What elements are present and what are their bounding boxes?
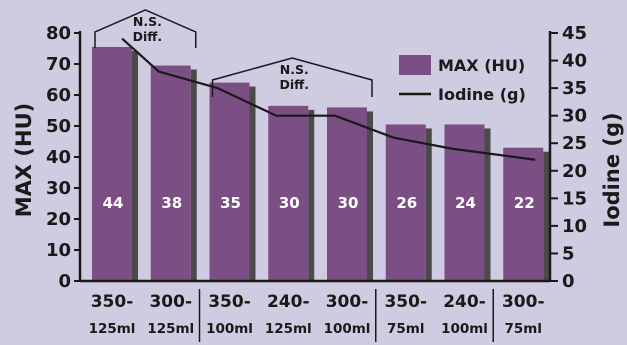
left-tick-label: 0 (58, 271, 71, 292)
x-tick-label-line2: 100ml (324, 321, 371, 337)
bar (268, 105, 309, 281)
ns-label: N.S. (280, 62, 309, 77)
x-tick-label-line1: 350- (384, 292, 427, 312)
bar-data-label: 35 (220, 194, 241, 212)
bar-data-label: 30 (338, 194, 359, 212)
ns-label: N.S. (133, 14, 162, 29)
axes: 0 10 20 30 40 50 60 70 80 0 5 10 15 20 25 30 35 40 45 MAX (… (12, 23, 624, 342)
bar (150, 65, 191, 281)
diff-label: Diff. (133, 29, 163, 44)
right-tick-label: 15 (562, 188, 587, 209)
legend-bar-swatch (399, 55, 431, 75)
ns-bracket (94, 9, 197, 48)
right-tick-label: 40 (562, 51, 587, 72)
x-tick-label-line1: 300- (502, 292, 545, 312)
bar-shadow (190, 69, 197, 281)
right-tick-label: 10 (562, 216, 587, 237)
legend-line-label: Iodine (g) (438, 85, 526, 104)
left-tick-label: 50 (46, 116, 71, 137)
right-tick-label: 20 (562, 161, 587, 182)
bar-data-label: 38 (161, 194, 182, 212)
bar-data-labels: 44 38 35 30 30 26 24 22 (103, 194, 535, 212)
bar-data-label: 30 (279, 194, 300, 212)
right-tick-label: 35 (562, 78, 587, 99)
bar (503, 147, 544, 281)
left-tick-label: 60 (46, 85, 71, 106)
iodine-line (121, 37, 536, 161)
x-tick-label-line2: 125ml (147, 321, 194, 337)
bar-shadow (425, 128, 432, 281)
left-tick-label: 20 (46, 209, 71, 230)
x-tick-label-line1: 350- (208, 292, 251, 312)
left-tick-label: 70 (46, 54, 71, 75)
bar-shadow (543, 151, 550, 281)
bar (327, 107, 367, 282)
bar-data-label: 26 (396, 194, 417, 212)
bar-data-label: 22 (514, 194, 535, 212)
x-tick-label-line1: 240- (443, 292, 486, 312)
bars (92, 46, 550, 282)
right-axis-title: Iodine (g) (600, 112, 624, 227)
x-tick-label-line1: 240- (267, 292, 310, 312)
annotations: N.S.Diff.N.S.Diff. (94, 9, 373, 97)
left-tick-label: 80 (46, 23, 71, 44)
bar-data-label: 24 (455, 194, 476, 212)
x-tick-label-line2: 125ml (265, 321, 312, 337)
iodine-line-series (121, 37, 536, 161)
bar-shadow (367, 111, 373, 282)
ns-bracket (211, 57, 373, 97)
bar (209, 82, 250, 281)
bar-shadow (484, 128, 491, 281)
x-tick-label-line1: 300- (149, 292, 192, 312)
right-tick-label: 25 (562, 133, 587, 154)
right-tick-label: 30 (562, 106, 587, 127)
diff-label: Diff. (279, 77, 309, 92)
bar-shadow (132, 50, 138, 282)
left-axis-title: MAX (HU) (12, 103, 36, 217)
legend-bar-label: MAX (HU) (438, 56, 525, 75)
left-tick-label: 30 (46, 178, 71, 199)
x-tick-label-line2: 100ml (206, 321, 253, 337)
left-tick-label: 10 (46, 240, 71, 261)
bar-shadow (308, 109, 315, 281)
left-tick-label: 40 (46, 147, 71, 168)
right-tick-label: 5 (562, 243, 575, 264)
x-tick-label-line2: 125ml (89, 321, 136, 337)
bar-shadow (249, 86, 256, 281)
right-tick-label: 0 (562, 271, 575, 292)
right-tick-label: 45 (562, 23, 587, 44)
x-tick-label-line1: 300- (326, 292, 369, 312)
bar (385, 124, 426, 281)
bar (92, 46, 132, 282)
bar-data-label: 44 (103, 194, 124, 212)
legend: MAX (HU) Iodine (g) (399, 55, 526, 104)
x-tick-label-line2: 75ml (505, 321, 542, 337)
x-tick-label-line2: 75ml (387, 321, 424, 337)
x-tick-label-line1: 350- (91, 292, 134, 312)
x-tick-label-line2: 100ml (441, 321, 488, 337)
